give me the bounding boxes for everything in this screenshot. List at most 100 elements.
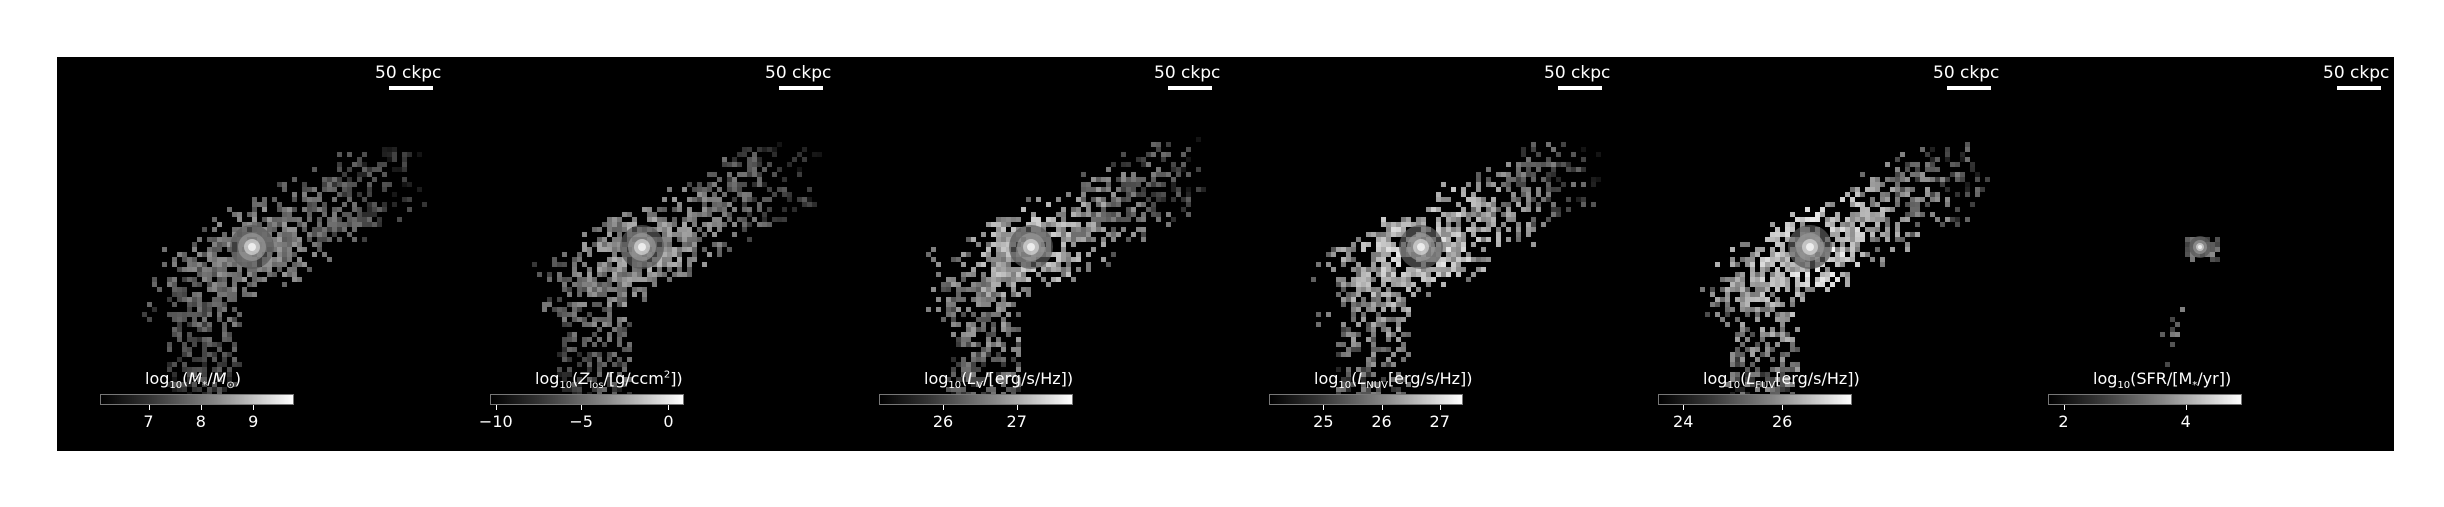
image-pixel [1101,242,1106,247]
image-pixel [392,152,397,157]
image-pixel [1156,182,1161,187]
image-pixel [1925,187,1930,192]
image-pixel [207,287,212,292]
image-pixel [1166,172,1171,177]
image-pixel [1106,262,1111,267]
image-pixel [622,382,627,387]
image-pixel [727,177,732,182]
image-pixel [1915,222,1920,227]
image-pixel [1945,197,1950,202]
image-pixel [222,272,227,277]
image-pixel [322,177,327,182]
image-pixel [1526,162,1531,167]
image-pixel [347,212,352,217]
image-pixel [327,257,332,262]
image-pixel [1546,172,1551,177]
image-pixel [1446,217,1451,222]
image-pixel [1920,197,1925,202]
image-pixel [607,227,612,232]
image-pixel [782,187,787,192]
image-pixel [1096,227,1101,232]
image-pixel [197,322,202,327]
image-pixel [1161,197,1166,202]
image-pixel [1386,287,1391,292]
image-pixel [627,272,632,277]
galaxy-core [248,243,256,251]
image-pixel [532,262,537,267]
image-pixel [1391,362,1396,367]
image-pixel [961,252,966,257]
image-pixel [342,172,347,177]
image-pixel [1845,272,1850,277]
image-pixel [1745,327,1750,332]
image-pixel [727,182,732,187]
image-pixel [1750,347,1755,352]
image-pixel [1910,162,1915,167]
image-pixel [367,187,372,192]
image-pixel [312,242,317,247]
image-pixel [182,342,187,347]
image-pixel [612,222,617,227]
image-pixel [662,227,667,232]
image-pixel [217,302,222,307]
image-pixel [1765,257,1770,262]
image-pixel [981,327,986,332]
image-pixel [1001,302,1006,307]
image-pixel [252,212,257,217]
image-pixel [1086,222,1091,227]
image-pixel [1371,362,1376,367]
image-pixel [712,207,717,212]
image-pixel [1875,177,1880,182]
image-pixel [1086,267,1091,272]
image-pixel [1870,237,1875,242]
image-pixel [707,207,712,212]
image-pixel [1396,317,1401,322]
image-pixel [1411,267,1416,272]
image-pixel [557,262,562,267]
image-pixel [1775,317,1780,322]
image-pixel [192,382,197,387]
image-pixel [1101,197,1106,202]
image-pixel [302,227,307,232]
image-pixel [292,192,297,197]
image-pixel [1371,327,1376,332]
image-pixel [657,227,662,232]
image-pixel [1556,187,1561,192]
image-pixel [1780,272,1785,277]
image-pixel [1880,262,1885,267]
image-pixel [1176,187,1181,192]
image-pixel [337,237,342,242]
image-pixel [1770,377,1775,382]
image-pixel [1356,237,1361,242]
image-pixel [1935,192,1940,197]
image-pixel [162,247,167,252]
image-pixel [1046,202,1051,207]
image-pixel [1860,172,1865,177]
image-pixel [797,152,802,157]
image-pixel [1381,277,1386,282]
image-pixel [976,242,981,247]
image-pixel [1131,182,1136,187]
image-pixel [1356,302,1361,307]
image-pixel [177,327,182,332]
image-pixel [1750,372,1755,377]
image-pixel [642,297,647,302]
image-pixel [692,247,697,252]
image-pixel [612,257,617,262]
image-pixel [592,302,597,307]
image-pixel [747,192,752,197]
image-pixel [1765,262,1770,267]
image-pixel [177,292,182,297]
image-pixel [342,192,347,197]
image-pixel [1506,217,1511,222]
image-pixel [327,187,332,192]
image-pixel [1725,307,1730,312]
image-pixel [547,297,552,302]
image-pixel [207,272,212,277]
image-pixel [1041,267,1046,272]
image-pixel [1461,267,1466,272]
image-pixel [567,337,572,342]
image-pixel [1775,227,1780,232]
galaxy-core [2198,245,2202,249]
image-pixel [667,232,672,237]
